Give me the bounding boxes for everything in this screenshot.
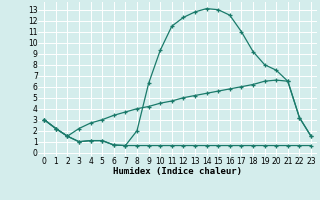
X-axis label: Humidex (Indice chaleur): Humidex (Indice chaleur) (113, 167, 242, 176)
